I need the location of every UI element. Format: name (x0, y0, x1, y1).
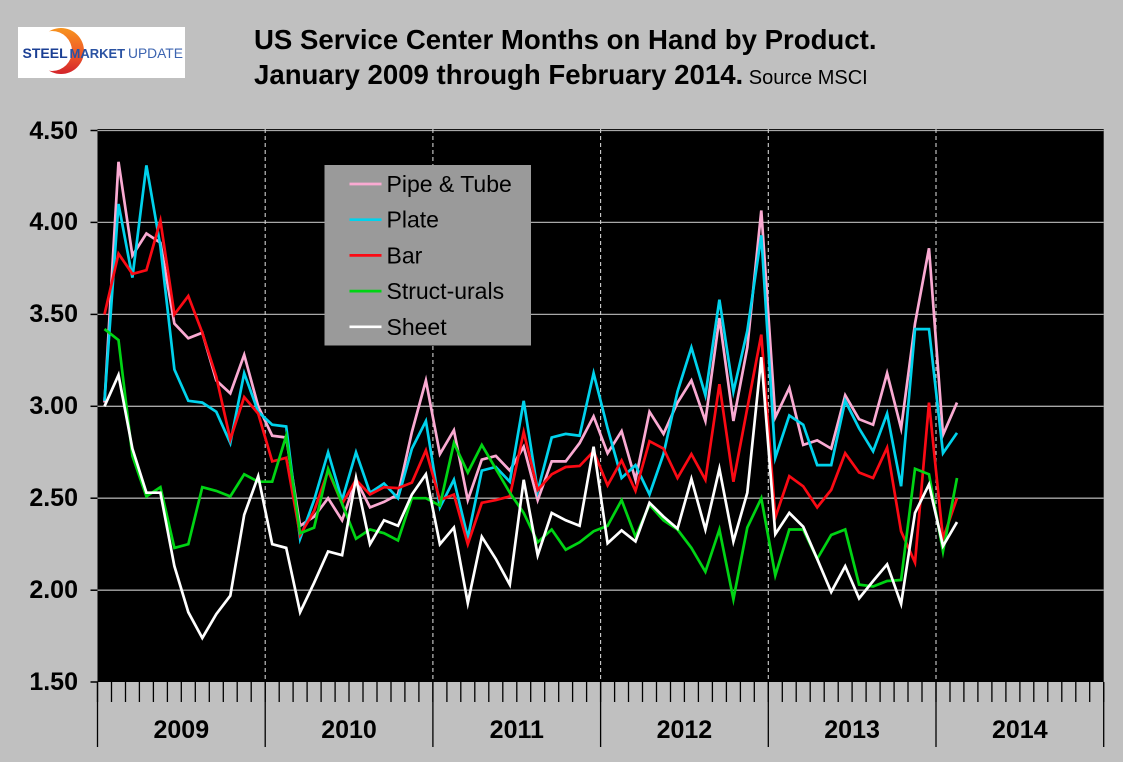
svg-text:Pipe & Tube: Pipe & Tube (387, 171, 512, 197)
svg-text:Bar: Bar (387, 242, 423, 268)
svg-text:STEEL: STEEL (23, 45, 69, 61)
svg-text:Plate: Plate (387, 207, 439, 233)
svg-text:Struct-urals: Struct-urals (387, 278, 505, 304)
svg-text:Sheet: Sheet (387, 314, 448, 340)
svg-text:MARKET: MARKET (70, 46, 126, 61)
svg-text:UPDATE: UPDATE (128, 46, 183, 61)
